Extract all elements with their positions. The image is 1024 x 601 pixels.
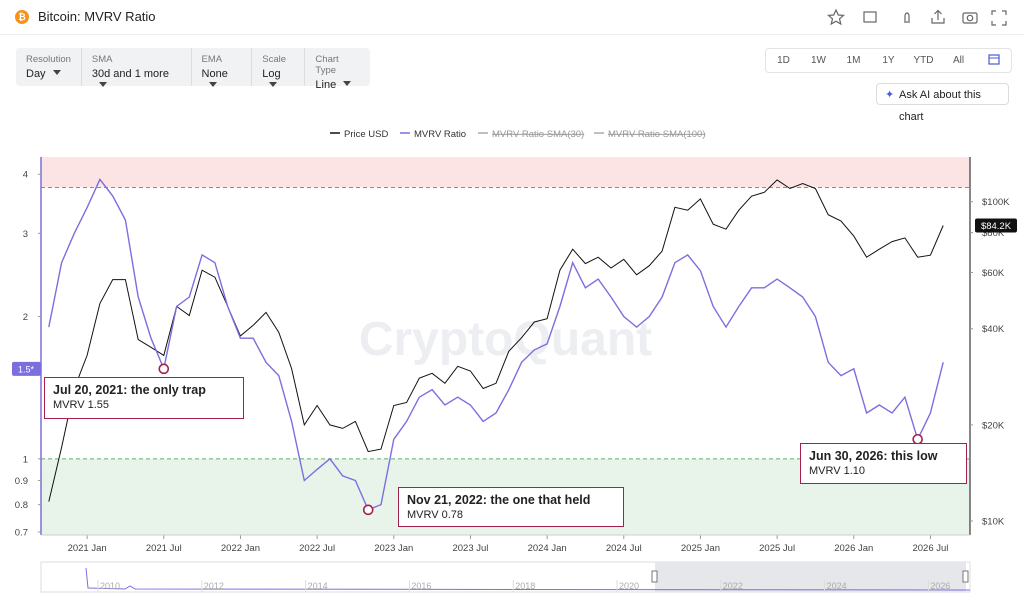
- dropdown[interactable]: Scale Log: [252, 48, 306, 86]
- y-tick-label: 0.7: [15, 528, 28, 539]
- page-title: Bitcoin: MVRV Ratio: [38, 9, 156, 24]
- range-button[interactable]: 1Y: [882, 55, 895, 66]
- dropdown-value: None: [202, 68, 242, 92]
- annotation-title: Jul 20, 2021: the only trap: [53, 383, 206, 397]
- zone: [41, 157, 970, 188]
- range-button[interactable]: YTD: [913, 55, 934, 66]
- annotation-marker: [158, 363, 170, 375]
- annotation-title: Nov 21, 2022: the one that held: [407, 493, 591, 507]
- y-tick-label: 4: [23, 170, 28, 181]
- navigator-year: 2020: [619, 581, 639, 591]
- dropdown[interactable]: SMA 30d and 1 more: [82, 48, 192, 86]
- x-tick-label: 2023 Jul: [452, 543, 488, 554]
- navigator-year: 2014: [308, 581, 328, 591]
- annotation-box: Jun 30, 2026: this low MVRV 1.10: [800, 443, 967, 484]
- dropdown[interactable]: EMA None: [192, 48, 253, 86]
- x-tick-label: 2026 Jan: [834, 543, 873, 554]
- watermark: CryptoQuant: [359, 313, 652, 366]
- x-tick-label: 2025 Jul: [759, 543, 795, 554]
- dropdown-value: Day: [26, 68, 71, 80]
- last-price-label: $84.2K: [981, 221, 1012, 232]
- navigator-year: 2024: [827, 581, 847, 591]
- navigator-year: 2018: [515, 581, 535, 591]
- dropdown-label: Resolution: [26, 54, 71, 65]
- legend-label: Price USD: [344, 129, 388, 140]
- dropdown[interactable]: Chart Type Line: [305, 48, 370, 91]
- range-selector: 1D 1W 1M 1Y YTD All: [765, 48, 1012, 73]
- y2-tick-label: $10K: [982, 517, 1005, 528]
- y-tick-label: 2: [23, 312, 28, 323]
- annotation-text: MVRV 1.10: [809, 465, 866, 477]
- top-bar: [0, 0, 1024, 35]
- navigator-year: 2022: [723, 581, 743, 591]
- range-button[interactable]: 1W: [811, 55, 826, 66]
- navigator-line: [85, 567, 971, 591]
- navigator-year: 2010: [100, 581, 120, 591]
- annotation-box: Nov 21, 2022: the one that held MVRV 0.78: [398, 487, 624, 527]
- annotation-text: MVRV 1.55: [53, 399, 110, 411]
- calendar-glyph: [987, 54, 1000, 65]
- x-tick-label: 2022 Jul: [299, 543, 335, 554]
- navigator-handle: [651, 570, 658, 583]
- y2-tick-label: $100K: [982, 197, 1010, 208]
- x-tick-label: 2024 Jan: [528, 543, 567, 554]
- y2-tick-label: $20K: [982, 420, 1005, 431]
- legend-label: MVRV Ratio: [414, 129, 466, 140]
- dropdown-value: Log: [262, 68, 294, 92]
- x-tick-label: 2023 Jan: [374, 543, 413, 554]
- y-tick-label: 1: [23, 454, 28, 465]
- x-tick-label: 2021 Jul: [146, 543, 182, 554]
- legend-label: MVRV Ratio SMA(30): [492, 129, 584, 140]
- chart: CryptoQuant Price USD MVRV Ratio MVRV Ratio…: [12, 129, 1017, 593]
- y-marker-label: 1.5*: [18, 364, 35, 374]
- range-button[interactable]: 1D: [777, 55, 790, 66]
- bitcoin-icon: ₿: [15, 10, 29, 24]
- y2-tick-label: $80K: [982, 228, 1005, 239]
- series-line: [48, 178, 944, 511]
- y-tick-label: 3: [23, 229, 28, 240]
- y2-tick-label: $60K: [982, 268, 1005, 279]
- navigator-handle: [962, 570, 969, 583]
- x-tick-label: 2021 Jan: [68, 543, 107, 554]
- series-line: [48, 179, 944, 502]
- range-button[interactable]: 1M: [846, 55, 861, 66]
- y-marker-tag: [12, 361, 41, 376]
- x-tick-label: 2024 Jul: [606, 543, 642, 554]
- calendar-icon[interactable]: [976, 53, 1011, 68]
- navigator-window: [655, 562, 966, 592]
- y-tick-label: 0.8: [15, 500, 28, 511]
- annotation-title: Jun 30, 2026: this low: [809, 449, 938, 463]
- navigator-year: 2016: [411, 581, 431, 591]
- dropdown-value: 30d and 1 more: [92, 68, 181, 92]
- dropdown[interactable]: Resolution Day: [16, 48, 82, 86]
- annotation-text: MVRV 0.78: [407, 509, 464, 521]
- dropdown-label: SMA: [91, 54, 113, 65]
- navigator-year: 2012: [204, 581, 224, 591]
- annotation-box: Jul 20, 2021: the only trap MVRV 1.55: [44, 377, 244, 419]
- dropdown-label: EMA: [201, 54, 223, 65]
- dropdown-value: Line: [315, 79, 360, 91]
- y2-tick-label: $40K: [982, 324, 1005, 335]
- toolbar: Resolution Day SMA 30d and 1 more EMA None Sca…: [16, 48, 370, 91]
- dropdown-label: Scale: [262, 54, 287, 65]
- annotation-marker: [362, 504, 374, 516]
- ask-ai-button[interactable]: Ask AI about this chart: [876, 83, 1009, 123]
- legend-label: MVRV Ratio SMA(100): [608, 129, 706, 140]
- range-button[interactable]: All: [952, 55, 965, 66]
- x-tick-label: 2026 Jul: [912, 543, 948, 554]
- dropdown-label: Chart Type: [315, 54, 339, 76]
- last-price-tag: [975, 218, 1017, 233]
- y-tick-label: 0.9: [15, 476, 28, 487]
- x-tick-label: 2022 Jan: [221, 543, 260, 554]
- x-tick-label: 2025 Jan: [681, 543, 720, 554]
- header-icons[interactable]: [826, 8, 1016, 26]
- navigator-year: 2026: [930, 581, 950, 591]
